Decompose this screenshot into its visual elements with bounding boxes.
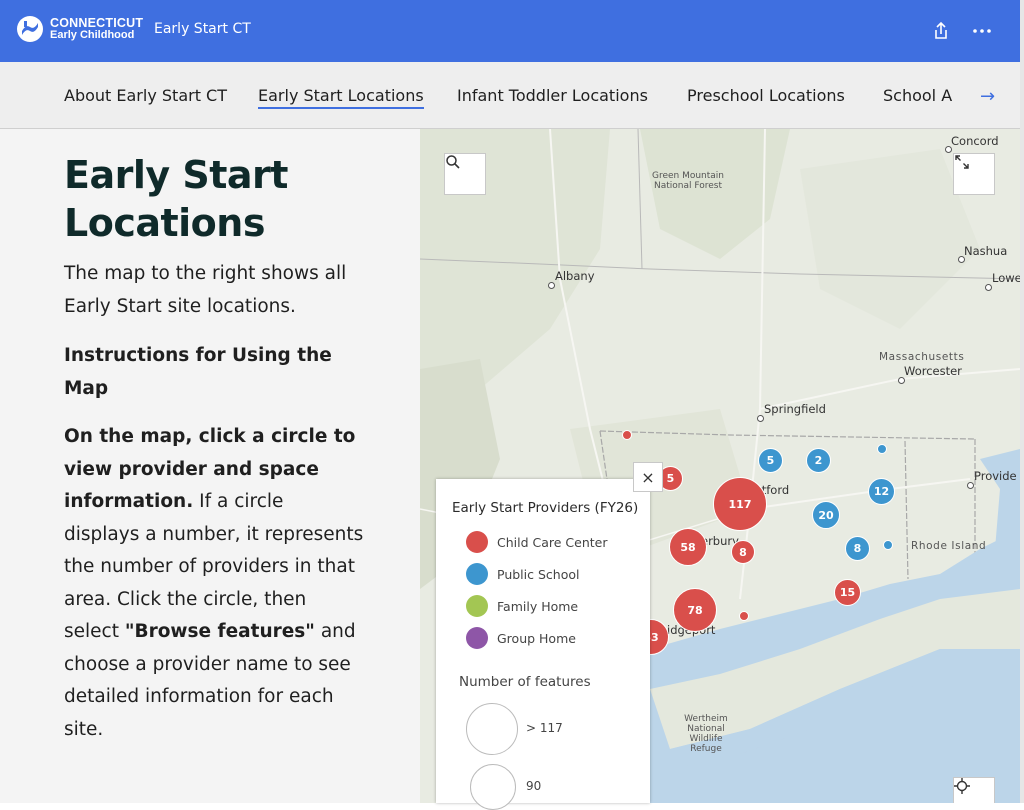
wertheim-line-2: National bbox=[687, 724, 725, 734]
connecticut-early-childhood-logo[interactable]: CONNECTICUT Early Childhood bbox=[16, 15, 143, 43]
map-expand-button[interactable] bbox=[953, 153, 995, 195]
app-title: Early Start CT bbox=[154, 21, 251, 37]
cluster-marker[interactable]: 20 bbox=[812, 501, 840, 529]
legend-item-public-school: Public School bbox=[466, 563, 579, 585]
legend-label: Group Home bbox=[497, 630, 576, 646]
concord-label: Concord bbox=[951, 134, 999, 148]
legend-title: Early Start Providers (FY26) bbox=[452, 500, 639, 516]
basemap bbox=[420, 129, 1020, 803]
legend-size-title: Number of features bbox=[459, 674, 591, 690]
cluster-marker[interactable]: 15 bbox=[834, 579, 861, 606]
tab-about-early-start[interactable]: About Early Start CT bbox=[64, 86, 227, 105]
provider-point-marker[interactable] bbox=[877, 444, 887, 454]
intro-text: The map to the right shows all Early Sta… bbox=[64, 263, 347, 317]
tab-early-start-locations[interactable]: Early Start Locations bbox=[258, 86, 424, 109]
legend-label: Family Home bbox=[497, 598, 579, 614]
cluster-marker[interactable]: 2 bbox=[806, 448, 831, 473]
legend-close-button[interactable]: × bbox=[633, 462, 663, 492]
providence-label: Provide bbox=[974, 469, 1017, 483]
cluster-marker[interactable]: 78 bbox=[673, 588, 717, 632]
legend-size-circle-medium bbox=[470, 764, 516, 810]
map-search-button[interactable] bbox=[444, 153, 486, 195]
family-home-swatch bbox=[466, 595, 488, 617]
wertheim-line-1: Wertheim bbox=[684, 714, 728, 724]
concord-city-dot bbox=[945, 146, 952, 153]
legend-label: Public School bbox=[497, 566, 580, 582]
logo-line-1: CONNECTICUT bbox=[50, 16, 144, 30]
instructions-text-2: and choose a provider name to see detail… bbox=[64, 621, 356, 740]
albany-label: Albany bbox=[555, 269, 595, 283]
nav-next-arrow-icon[interactable]: → bbox=[980, 86, 996, 107]
cluster-marker[interactable]: 117 bbox=[713, 477, 767, 531]
springfield-city-dot bbox=[757, 415, 764, 422]
massachusetts-label: Massachusetts bbox=[879, 351, 965, 363]
lowell-city-dot bbox=[985, 284, 992, 291]
page-title: Early Start Locations bbox=[64, 153, 288, 245]
legend-item-family-home: Family Home bbox=[466, 595, 578, 617]
map-locate-button[interactable] bbox=[953, 777, 995, 803]
map-legend: Early Start Providers (FY26) Child Care … bbox=[436, 479, 650, 810]
expand-icon bbox=[955, 155, 969, 169]
instructions-text-1: If a circle displays a number, it repres… bbox=[64, 491, 364, 642]
provider-point-marker[interactable] bbox=[883, 540, 893, 550]
map-view[interactable]: Concord Green Mountain National Forest Al… bbox=[420, 129, 1020, 803]
narrative-panel: Early Start Locations The map to the rig… bbox=[0, 129, 420, 803]
lowell-label: Lowe bbox=[992, 271, 1020, 285]
provider-point-marker[interactable] bbox=[622, 430, 632, 440]
app-header: CONNECTICUT Early Childhood Early Start … bbox=[0, 0, 1020, 62]
springfield-label: Springfield bbox=[764, 402, 826, 416]
cluster-marker[interactable]: 5 bbox=[758, 448, 783, 473]
nashua-label: Nashua bbox=[964, 244, 1008, 258]
logo-text: CONNECTICUT Early Childhood bbox=[50, 17, 143, 41]
legend-item-group-home: Group Home bbox=[466, 627, 576, 649]
legend-label: Child Care Center bbox=[497, 534, 608, 550]
logo-line-2: Early Childhood bbox=[50, 29, 135, 41]
tab-infant-toddler-locations[interactable]: Infant Toddler Locations bbox=[457, 86, 648, 105]
group-home-swatch bbox=[466, 627, 488, 649]
wertheim-line-4: Refuge bbox=[690, 744, 722, 754]
legend-size-circle-large bbox=[466, 703, 518, 755]
share-icon[interactable] bbox=[930, 20, 952, 42]
cluster-marker[interactable]: 8 bbox=[731, 540, 755, 564]
provider-point-marker[interactable] bbox=[739, 611, 749, 621]
instructions-heading: Instructions for Using the Map bbox=[64, 345, 332, 399]
search-icon bbox=[446, 155, 460, 169]
instructions-text: On the map, click a circle to view provi… bbox=[64, 421, 364, 746]
wertheim-refuge-label: Wertheim National Wildlife Refuge bbox=[672, 714, 740, 754]
cluster-marker[interactable]: 8 bbox=[845, 536, 870, 561]
child-care-center-swatch bbox=[466, 531, 488, 553]
green-mountain-line-2: National Forest bbox=[654, 181, 722, 191]
worcester-label: Worcester bbox=[904, 364, 962, 378]
section-nav: About Early Start CT Early Start Locatio… bbox=[0, 62, 1020, 129]
more-icon[interactable] bbox=[971, 20, 993, 42]
wertheim-line-3: Wildlife bbox=[689, 734, 723, 744]
legend-size-label-large: > 117 bbox=[526, 721, 563, 735]
legend-item-child-care-center: Child Care Center bbox=[466, 531, 608, 553]
nashua-city-dot bbox=[958, 256, 965, 263]
tab-preschool-locations[interactable]: Preschool Locations bbox=[687, 86, 845, 105]
legend-size-label-medium: 90 bbox=[526, 779, 542, 793]
browse-features-text: "Browse features" bbox=[124, 621, 315, 642]
logo-mark-icon bbox=[17, 16, 43, 42]
green-mountain-line-1: Green Mountain bbox=[651, 171, 725, 181]
locate-icon bbox=[954, 778, 970, 794]
waterbury-label: erbury bbox=[701, 534, 739, 548]
cluster-marker[interactable]: 58 bbox=[669, 528, 707, 566]
providence-city-dot bbox=[967, 482, 974, 489]
worcester-city-dot bbox=[898, 377, 905, 384]
cluster-marker[interactable]: 12 bbox=[868, 478, 895, 505]
tab-school-a[interactable]: School A bbox=[883, 86, 953, 105]
rhode-island-label: Rhode Island bbox=[911, 540, 987, 552]
instructions-bold-lead: On the map, click a circle to view provi… bbox=[64, 426, 356, 512]
page-scrollbar[interactable] bbox=[1020, 0, 1024, 803]
albany-city-dot bbox=[548, 282, 555, 289]
green-mountain-label: Green Mountain National Forest bbox=[648, 171, 728, 191]
public-school-swatch bbox=[466, 563, 488, 585]
